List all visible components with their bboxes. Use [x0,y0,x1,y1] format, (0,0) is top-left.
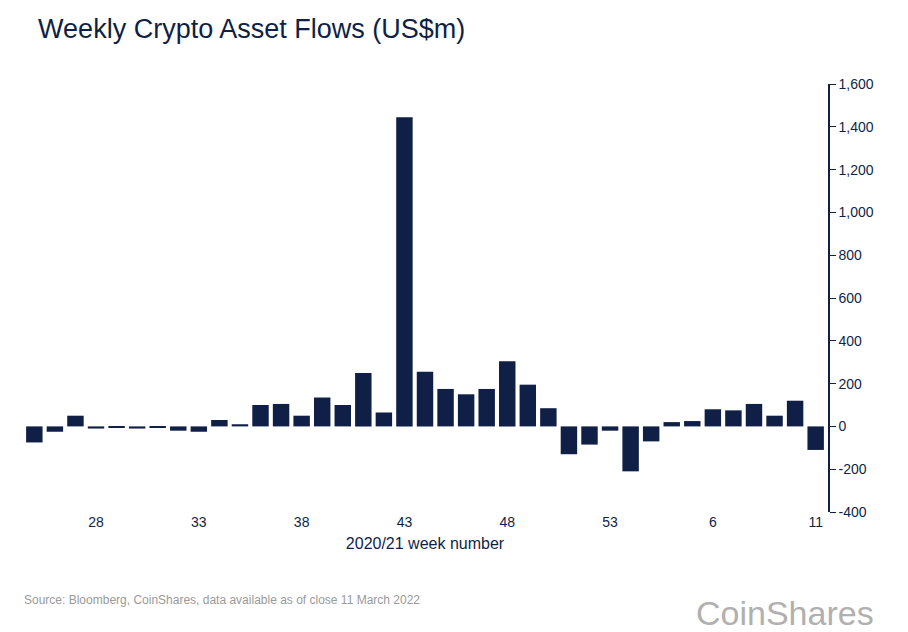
svg-text:48: 48 [499,514,515,530]
svg-text:53: 53 [602,514,618,530]
svg-text:600: 600 [839,290,863,306]
svg-text:0: 0 [839,418,847,434]
svg-text:-400: -400 [839,504,867,520]
svg-text:6: 6 [709,514,717,530]
svg-text:Weekly Crypto Asset Flows (US$: Weekly Crypto Asset Flows (US$m) [38,14,465,44]
svg-text:11: 11 [808,514,823,530]
svg-text:43: 43 [397,514,413,530]
svg-text:800: 800 [839,247,863,263]
svg-text:-200: -200 [839,461,867,477]
svg-text:28: 28 [88,514,104,530]
svg-text:33: 33 [191,514,207,530]
svg-text:400: 400 [839,333,863,349]
svg-text:Source: Bloomberg, CoinShares,: Source: Bloomberg, CoinShares, data avai… [24,593,420,607]
svg-text:200: 200 [839,376,863,392]
svg-text:1,400: 1,400 [839,119,874,135]
svg-text:CoinShares: CoinShares [696,594,874,632]
svg-text:1,600: 1,600 [839,76,874,92]
svg-text:1,000: 1,000 [839,204,874,220]
svg-text:2020/21 week number: 2020/21 week number [346,535,505,552]
svg-text:1,200: 1,200 [839,162,874,178]
svg-text:38: 38 [294,514,310,530]
